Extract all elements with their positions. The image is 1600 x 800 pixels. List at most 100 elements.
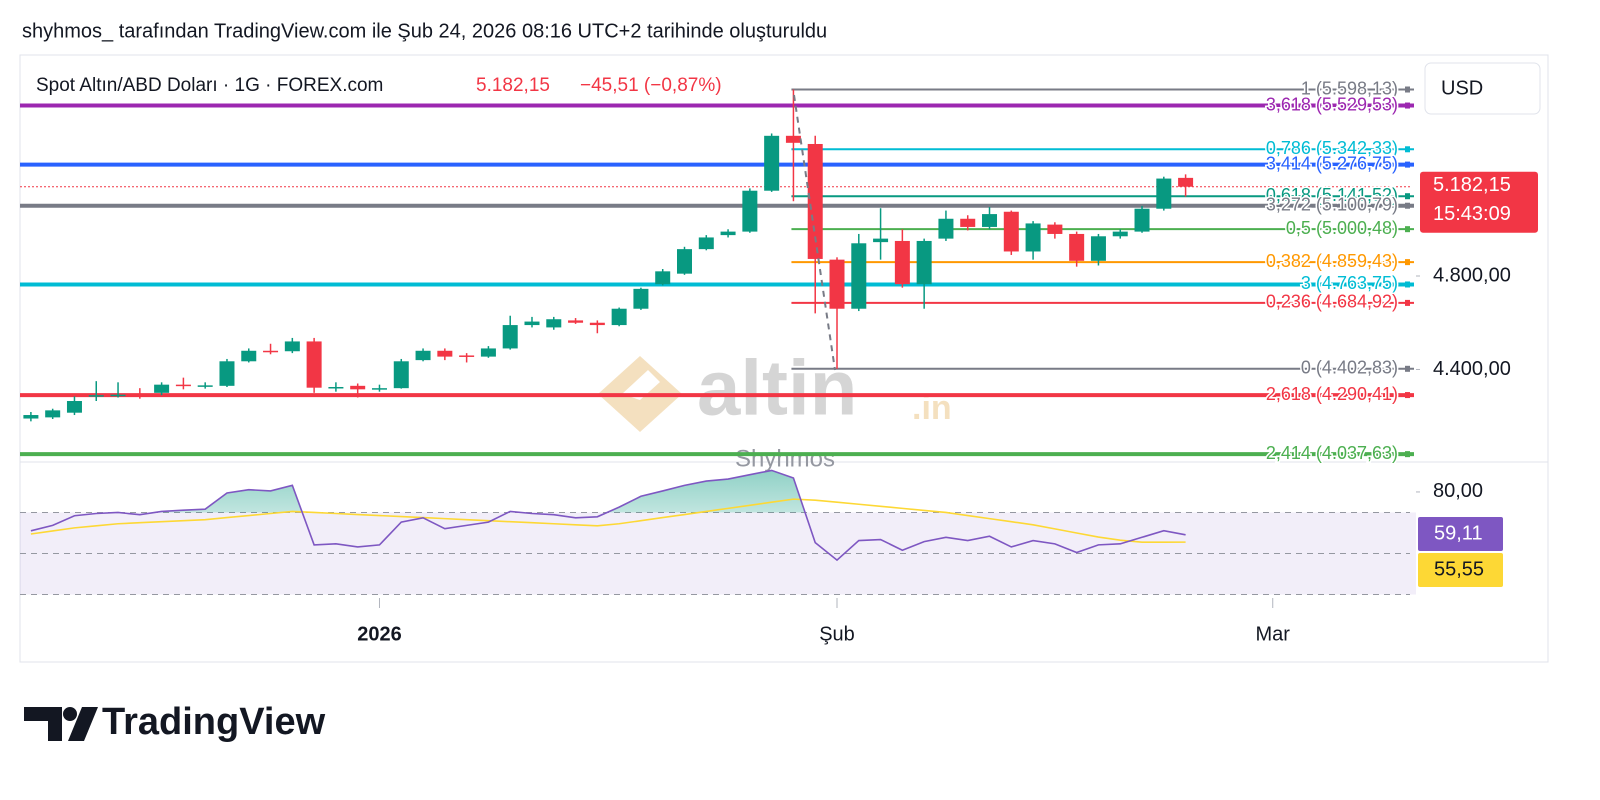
x-tick-label: Mar — [1256, 623, 1291, 645]
candle-body — [960, 218, 976, 227]
candle-body — [742, 190, 758, 232]
level-label: 3,618 (5.529,53) — [1266, 94, 1398, 114]
level-label: 1 (5.598,13) — [1301, 78, 1398, 98]
level-marker — [1405, 259, 1410, 266]
level-label: 0,382 (4.859,43) — [1266, 251, 1398, 271]
candle-body — [175, 384, 191, 387]
candle-body — [197, 385, 213, 387]
rsi-line — [30, 469, 1186, 562]
caption: shyhmos_ tarafından TradingView.com ile … — [22, 20, 827, 42]
candle-body — [916, 240, 932, 285]
logo-text: TradingView — [102, 701, 326, 743]
candle-body — [524, 321, 540, 326]
level-label: 0,5 (5.000,48) — [1286, 218, 1398, 238]
candle-body — [785, 135, 801, 143]
level-label: 3,414 (5.276,75) — [1266, 153, 1398, 173]
level-label: 3,272 (5.100,79) — [1266, 194, 1398, 214]
price-tag — [1420, 171, 1538, 233]
candle-body — [393, 361, 409, 389]
candle-body — [263, 350, 279, 353]
level-marker — [1405, 86, 1410, 93]
candle-body — [720, 231, 736, 236]
y-tick-label: 4.400,00 — [1433, 358, 1511, 380]
rsi-pane — [20, 469, 1416, 596]
tradingview-logo: TradingView — [24, 701, 326, 743]
candle-body — [480, 348, 496, 357]
level-label: 3 (4.763,75) — [1301, 273, 1398, 293]
level-marker — [1405, 226, 1410, 233]
x-tick-label: 2026 — [357, 623, 402, 645]
level-marker — [1405, 451, 1410, 458]
rsi-value-tag — [1418, 517, 1503, 551]
rsi-value-tag — [1418, 553, 1503, 587]
watermark-author: Shyhmos — [735, 445, 835, 472]
candle-body — [894, 240, 910, 285]
rsi-value-label: 59,11 — [1434, 522, 1483, 544]
candle-body — [1047, 224, 1063, 234]
watermark-brand: altin — [697, 344, 857, 432]
last-price: 5.182,15 — [476, 75, 550, 96]
candle-body — [328, 386, 344, 389]
candle-body — [132, 394, 148, 397]
currency[interactable]: USD — [1441, 77, 1483, 99]
candle-body — [1112, 231, 1128, 237]
candle-body — [589, 322, 605, 326]
candle-body — [45, 410, 61, 418]
candle-body — [459, 355, 475, 357]
candle-body — [284, 341, 300, 352]
level-label: 0 (4.402,83) — [1301, 358, 1398, 378]
candle-body — [154, 384, 170, 393]
symbol-title: Spot Altın/ABD Doları · 1G · FOREX.com — [36, 75, 383, 96]
price-tag-label: 5.182,15 — [1433, 174, 1511, 196]
candle-body — [982, 214, 998, 227]
candle-body — [676, 249, 692, 274]
candle-body — [698, 237, 714, 250]
level-label: 0,786 (5.342,33) — [1266, 138, 1398, 158]
candle-body — [764, 135, 780, 191]
price-tag-countdown: 15:43:09 — [1433, 203, 1511, 225]
candle-body — [611, 308, 627, 326]
level-marker — [1405, 146, 1410, 153]
level-marker — [1405, 102, 1410, 109]
candle-body — [1134, 208, 1150, 232]
y-tick-label: 80,00 — [1433, 480, 1483, 502]
x-tick-label: Şub — [819, 623, 855, 645]
currency-button[interactable] — [1424, 62, 1541, 115]
level-label: 2,414 (4.037,63) — [1266, 443, 1398, 463]
candle-body — [873, 238, 889, 243]
candle-body — [633, 288, 649, 309]
rsi-overbought-fill — [154, 470, 806, 513]
level-label: 0,618 (5.141,52) — [1266, 185, 1398, 205]
level-label: 2,618 (4.290,41) — [1266, 384, 1398, 404]
chart-frame — [19, 54, 1549, 663]
rsi-value-label: 55,55 — [1434, 558, 1484, 580]
y-tick-label: 4.800,00 — [1433, 264, 1511, 286]
candle-body — [655, 271, 671, 285]
candle-body — [829, 259, 845, 309]
level-marker — [1405, 202, 1410, 209]
candle-body — [110, 394, 126, 397]
candle-body — [546, 319, 562, 328]
candle-body — [219, 361, 235, 386]
level-marker — [1405, 392, 1410, 399]
candle-body — [437, 350, 453, 357]
candle-body — [88, 395, 104, 397]
candle-body — [807, 143, 823, 259]
candle-body — [371, 388, 387, 390]
candle-body — [1178, 177, 1194, 187]
candle-body — [851, 243, 867, 309]
fib-trend-line — [793, 94, 836, 371]
candle-body — [1069, 233, 1085, 261]
candle-body — [23, 415, 39, 419]
level-marker — [1405, 299, 1410, 306]
candle-body — [350, 385, 366, 390]
logo-icon — [24, 707, 98, 741]
rsi-line — [30, 498, 1186, 544]
level-marker — [1405, 281, 1410, 288]
price-change: −45,51 (−0,87%) — [580, 75, 722, 96]
level-marker — [1405, 365, 1410, 372]
candle-body — [241, 350, 257, 362]
candle-body — [1156, 178, 1172, 209]
